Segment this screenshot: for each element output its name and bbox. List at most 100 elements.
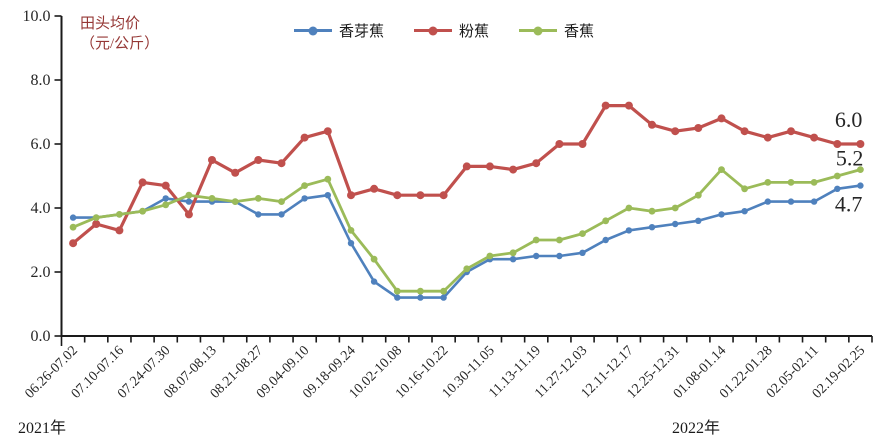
series-point-xiangjiao — [857, 166, 864, 174]
series-point-fenjiao — [856, 140, 865, 148]
series-point-xiangyajiao — [509, 256, 517, 263]
series-point-xiangjiao — [393, 287, 401, 295]
y-axis-title: 田头均价 （元/公斤） — [80, 14, 159, 54]
series-point-xiangyajiao — [185, 198, 193, 205]
series-point-xiangjiao — [370, 255, 378, 263]
legend-item-fenjiao: 粉蕉 — [414, 20, 489, 41]
series-point-fenjiao — [787, 127, 795, 136]
series-point-xiangyajiao — [162, 195, 169, 202]
series-point-xiangjiao — [532, 236, 540, 244]
series-point-fenjiao — [532, 159, 541, 168]
series-point-xiangjiao — [139, 207, 147, 215]
year-label-2022: 2022年 — [672, 420, 721, 437]
series-point-fenjiao — [231, 168, 240, 177]
series-point-xiangyajiao — [278, 211, 285, 218]
series-point-xiangyajiao — [741, 208, 748, 215]
legend-item-xiangjiao: 香蕉 — [519, 20, 594, 41]
axis-lines — [60, 16, 872, 337]
series-point-xiangjiao — [463, 265, 471, 273]
series-point-xiangjiao — [347, 227, 355, 234]
series-point-xiangjiao — [602, 217, 610, 225]
series-point-xiangyajiao — [857, 182, 864, 189]
series-point-xiangjiao — [556, 236, 563, 244]
series-point-fenjiao — [671, 127, 680, 136]
series-point-xiangyajiao — [579, 249, 586, 256]
series-point-fenjiao — [161, 181, 170, 190]
series-point-xiangyajiao — [324, 192, 331, 199]
legend-label-fenjiao: 粉蕉 — [459, 24, 490, 40]
series-point-fenjiao — [485, 162, 494, 171]
series-point-fenjiao — [717, 114, 726, 123]
end-value-label-fenjiao: 6.0 — [835, 107, 863, 132]
legend-dot-icon — [428, 26, 438, 35]
legend-dot-icon — [308, 26, 318, 35]
series-point-xiangyajiao — [672, 220, 679, 228]
legend-item-xiangyajiao: 香芽蕉 — [294, 20, 384, 41]
legend-line-marker-icon — [294, 26, 332, 35]
end-value-label-xiangyajiao: 4.7 — [835, 192, 863, 217]
series-line-fenjiao — [71, 103, 863, 245]
series-point-xiangyajiao — [69, 214, 77, 221]
series-point-xiangyajiao — [255, 211, 262, 218]
series-point-xiangjiao — [116, 211, 123, 218]
series-point-xiangjiao — [625, 204, 633, 212]
chart-legend: 香芽蕉 粉蕉 香蕉 — [294, 20, 594, 41]
series-point-fenjiao — [416, 191, 425, 200]
end-value-label-xiangjiao: 5.2 — [836, 146, 864, 171]
y-axis-tick-label: 10.0 — [23, 8, 51, 25]
y-axis-tick-label: 4.0 — [31, 200, 51, 217]
series-point-xiangyajiao — [347, 240, 355, 247]
series-point-xiangjiao — [417, 287, 424, 295]
series-point-fenjiao — [323, 127, 332, 136]
legend-dot-icon — [533, 26, 543, 35]
series-point-fenjiao — [277, 159, 286, 168]
series-point-xiangjiao — [718, 166, 725, 174]
series-point-fenjiao — [393, 191, 402, 200]
series-point-xiangyajiao — [417, 294, 424, 301]
series-point-xiangyajiao — [301, 195, 308, 202]
series-point-xiangjiao — [254, 195, 262, 202]
series-point-fenjiao — [740, 127, 749, 136]
y-axis-tick-label: 6.0 — [31, 136, 51, 153]
series-point-xiangjiao — [648, 207, 656, 215]
series-point-xiangyajiao — [834, 185, 841, 192]
series-point-xiangjiao — [509, 249, 517, 257]
series-point-fenjiao — [763, 133, 772, 142]
series-point-xiangyajiao — [648, 224, 656, 231]
legend-label-xiangyajiao: 香芽蕉 — [339, 24, 385, 40]
series-point-fenjiao — [462, 162, 471, 171]
series-point-fenjiao — [370, 184, 379, 193]
series-point-xiangyajiao — [440, 294, 447, 301]
series-point-xiangjiao — [92, 214, 100, 222]
series-point-fenjiao — [138, 178, 147, 187]
year-label-2021: 2021年 — [18, 420, 67, 437]
series-point-fenjiao — [115, 226, 124, 235]
series-point-fenjiao — [601, 101, 610, 110]
series-point-fenjiao — [694, 124, 703, 132]
y-axis-tick-label: 2.0 — [31, 264, 51, 281]
y-axis-tick-label: 0.0 — [31, 328, 51, 345]
series-point-xiangyajiao — [556, 252, 563, 260]
series-point-fenjiao — [578, 140, 587, 148]
series-point-fenjiao — [509, 165, 518, 174]
series-point-xiangjiao — [162, 201, 170, 209]
series-point-fenjiao — [624, 101, 633, 110]
series-point-xiangjiao — [787, 179, 795, 186]
series-point-fenjiao — [254, 156, 263, 164]
series-point-xiangyajiao — [695, 217, 702, 224]
y-axis-tick-label: 8.0 — [31, 72, 51, 89]
series-point-xiangjiao — [440, 287, 447, 295]
series-point-xiangjiao — [301, 182, 308, 190]
legend-label-xiangjiao: 香蕉 — [564, 24, 595, 40]
series-point-xiangyajiao — [602, 236, 609, 244]
series-point-xiangyajiao — [718, 211, 725, 218]
series-point-fenjiao — [69, 239, 78, 248]
series-point-xiangjiao — [208, 195, 216, 202]
series-point-xiangjiao — [231, 198, 239, 206]
series-point-xiangjiao — [810, 179, 818, 186]
series-point-xiangjiao — [486, 252, 494, 260]
series-point-xiangjiao — [764, 179, 772, 186]
legend-line-marker-icon — [519, 26, 558, 35]
series-point-xiangjiao — [671, 204, 679, 212]
